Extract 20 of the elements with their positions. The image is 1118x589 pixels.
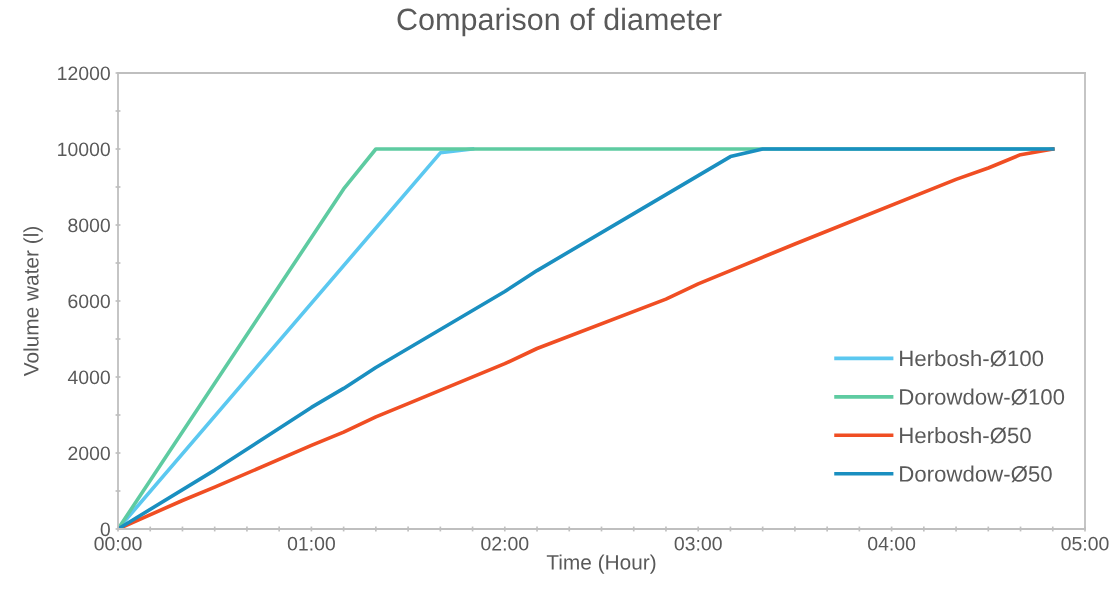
legend-label: Dorowdow-Ø50 [900, 465, 1052, 483]
x-tick-label: 03:00 [674, 536, 722, 551]
x-tick-label: 00:00 [94, 536, 142, 551]
chart-title: Comparison of diameter [397, 7, 722, 37]
y-tick-label: 4000 [67, 370, 110, 385]
x-tick-label: 05:00 [1061, 536, 1109, 551]
y-tick-label: 12000 [58, 66, 110, 81]
x-tick-label: 01:00 [287, 536, 335, 551]
y-tick-label: 2000 [68, 446, 110, 461]
legend-label: Herbosh-Ø100 [900, 350, 1044, 367]
x-tick-label: 02:00 [481, 536, 529, 551]
y-tick-label: 0 [100, 522, 110, 537]
y-tick-label: 10000 [58, 142, 110, 157]
y-tick-label: 8000 [68, 218, 110, 233]
legend-label: Herbosh-Ø50 [900, 426, 1031, 444]
x-tick-label: 04:00 [868, 536, 916, 551]
y-tick-label: 6000 [68, 294, 110, 309]
legend-label: Dorowdow-Ø100 [900, 388, 1065, 406]
x-axis-title: Time (Hour) [546, 554, 656, 574]
y-axis-title: Volume water (l) [23, 227, 43, 377]
